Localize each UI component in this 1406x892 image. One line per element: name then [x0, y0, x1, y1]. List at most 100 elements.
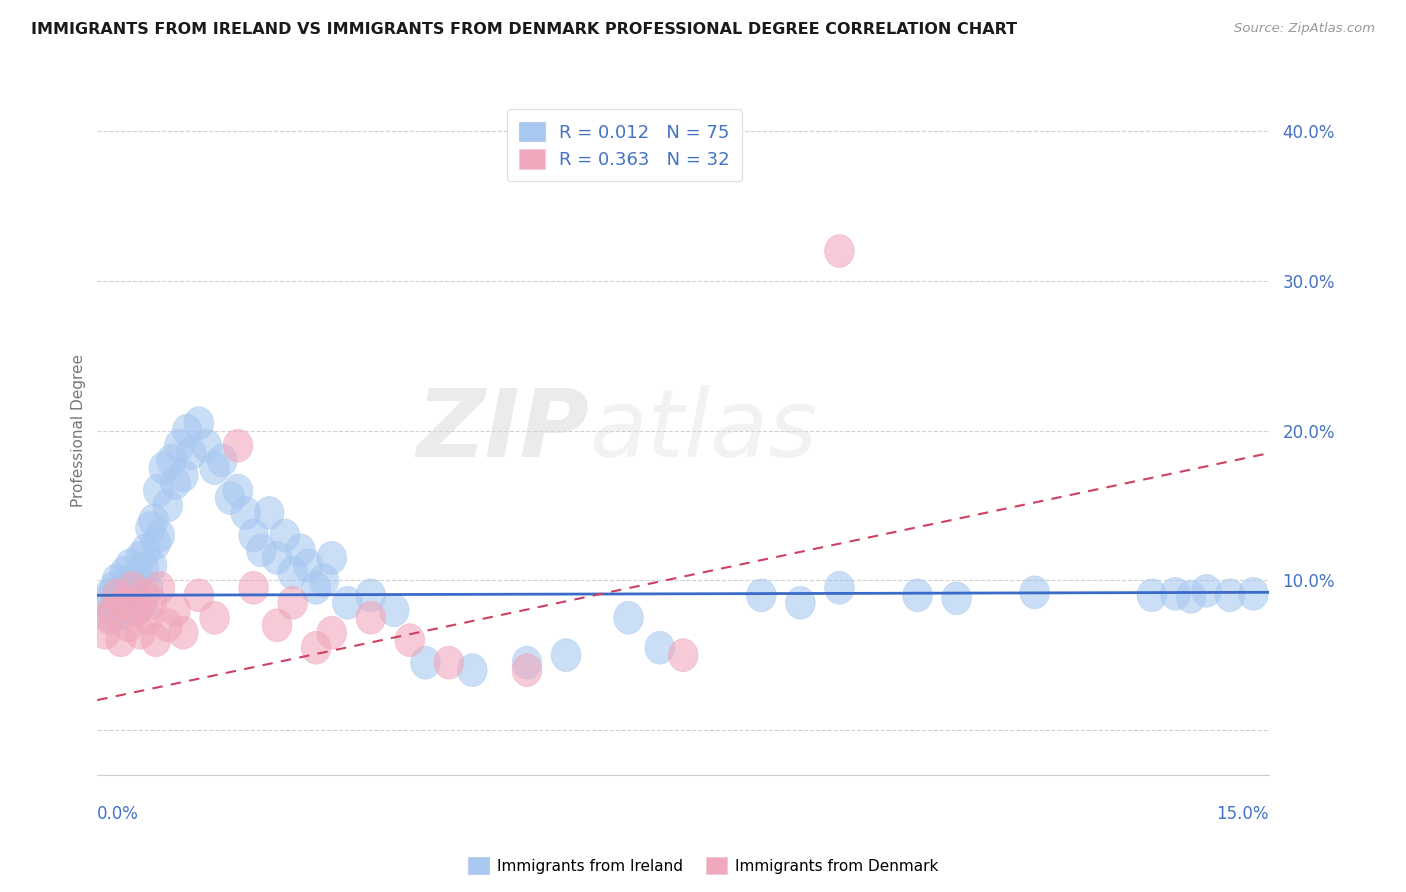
Ellipse shape	[110, 557, 139, 590]
Y-axis label: Professional Degree: Professional Degree	[72, 354, 86, 508]
Ellipse shape	[145, 519, 174, 552]
Ellipse shape	[316, 616, 346, 649]
Ellipse shape	[262, 541, 292, 574]
Ellipse shape	[156, 444, 187, 477]
Ellipse shape	[380, 594, 409, 627]
Ellipse shape	[254, 497, 284, 530]
Ellipse shape	[134, 572, 163, 604]
Ellipse shape	[512, 654, 541, 687]
Ellipse shape	[125, 541, 155, 574]
Ellipse shape	[98, 594, 128, 627]
Ellipse shape	[645, 632, 675, 665]
Ellipse shape	[118, 572, 148, 604]
Ellipse shape	[278, 586, 308, 619]
Ellipse shape	[160, 594, 190, 627]
Ellipse shape	[246, 534, 276, 566]
Text: ZIP: ZIP	[416, 384, 589, 476]
Ellipse shape	[512, 646, 541, 679]
Ellipse shape	[239, 572, 269, 604]
Ellipse shape	[100, 572, 129, 604]
Ellipse shape	[98, 594, 128, 627]
Ellipse shape	[138, 586, 167, 619]
Ellipse shape	[301, 632, 330, 665]
Ellipse shape	[103, 564, 132, 597]
Text: atlas: atlas	[589, 385, 818, 476]
Ellipse shape	[121, 561, 152, 594]
Ellipse shape	[278, 557, 308, 590]
Ellipse shape	[131, 534, 160, 566]
Ellipse shape	[115, 549, 145, 582]
Ellipse shape	[104, 582, 134, 615]
Ellipse shape	[316, 541, 346, 574]
Ellipse shape	[434, 646, 464, 679]
Ellipse shape	[121, 594, 152, 627]
Ellipse shape	[215, 482, 245, 515]
Ellipse shape	[332, 586, 363, 619]
Ellipse shape	[160, 467, 190, 500]
Text: Source: ZipAtlas.com: Source: ZipAtlas.com	[1234, 22, 1375, 36]
Ellipse shape	[141, 624, 170, 657]
Ellipse shape	[135, 511, 166, 544]
Ellipse shape	[1175, 581, 1206, 614]
Ellipse shape	[128, 586, 157, 619]
Ellipse shape	[124, 579, 153, 612]
Ellipse shape	[129, 552, 159, 585]
Ellipse shape	[129, 579, 159, 612]
Ellipse shape	[1192, 574, 1222, 607]
Ellipse shape	[208, 444, 238, 477]
Ellipse shape	[153, 608, 183, 641]
Ellipse shape	[200, 451, 229, 484]
Ellipse shape	[184, 579, 214, 612]
Ellipse shape	[112, 566, 142, 599]
Ellipse shape	[1019, 576, 1049, 608]
Ellipse shape	[90, 586, 120, 619]
Ellipse shape	[139, 504, 169, 537]
Ellipse shape	[356, 579, 385, 612]
Ellipse shape	[143, 474, 173, 507]
Ellipse shape	[125, 616, 155, 649]
Ellipse shape	[94, 579, 124, 612]
Text: 15.0%: 15.0%	[1216, 805, 1270, 823]
Ellipse shape	[411, 646, 440, 679]
Ellipse shape	[231, 497, 260, 530]
Ellipse shape	[262, 608, 292, 641]
Ellipse shape	[110, 586, 139, 619]
Ellipse shape	[114, 591, 143, 624]
Ellipse shape	[173, 414, 202, 447]
Ellipse shape	[903, 579, 932, 612]
Ellipse shape	[285, 534, 315, 566]
Ellipse shape	[105, 624, 135, 657]
Ellipse shape	[551, 639, 581, 672]
Ellipse shape	[309, 564, 339, 597]
Legend: R = 0.012   N = 75, R = 0.363   N = 32: R = 0.012 N = 75, R = 0.363 N = 32	[506, 109, 742, 181]
Ellipse shape	[356, 601, 385, 634]
Ellipse shape	[118, 572, 148, 604]
Ellipse shape	[301, 572, 330, 604]
Ellipse shape	[395, 624, 425, 657]
Ellipse shape	[169, 459, 198, 492]
Ellipse shape	[1239, 577, 1268, 610]
Legend: Immigrants from Ireland, Immigrants from Denmark: Immigrants from Ireland, Immigrants from…	[461, 851, 945, 880]
Ellipse shape	[105, 576, 135, 608]
Ellipse shape	[138, 549, 167, 582]
Ellipse shape	[149, 451, 179, 484]
Ellipse shape	[942, 582, 972, 615]
Ellipse shape	[169, 616, 198, 649]
Ellipse shape	[270, 519, 299, 552]
Ellipse shape	[824, 572, 855, 604]
Ellipse shape	[153, 489, 183, 522]
Ellipse shape	[224, 429, 253, 462]
Ellipse shape	[747, 579, 776, 612]
Ellipse shape	[120, 594, 149, 627]
Ellipse shape	[184, 407, 214, 440]
Ellipse shape	[1160, 577, 1189, 610]
Ellipse shape	[786, 586, 815, 619]
Ellipse shape	[668, 639, 697, 672]
Text: IMMIGRANTS FROM IRELAND VS IMMIGRANTS FROM DENMARK PROFESSIONAL DEGREE CORRELATI: IMMIGRANTS FROM IRELAND VS IMMIGRANTS FR…	[31, 22, 1017, 37]
Ellipse shape	[134, 601, 163, 634]
Ellipse shape	[1137, 579, 1167, 612]
Text: 0.0%: 0.0%	[97, 805, 139, 823]
Ellipse shape	[165, 429, 194, 462]
Ellipse shape	[191, 429, 222, 462]
Ellipse shape	[103, 579, 132, 612]
